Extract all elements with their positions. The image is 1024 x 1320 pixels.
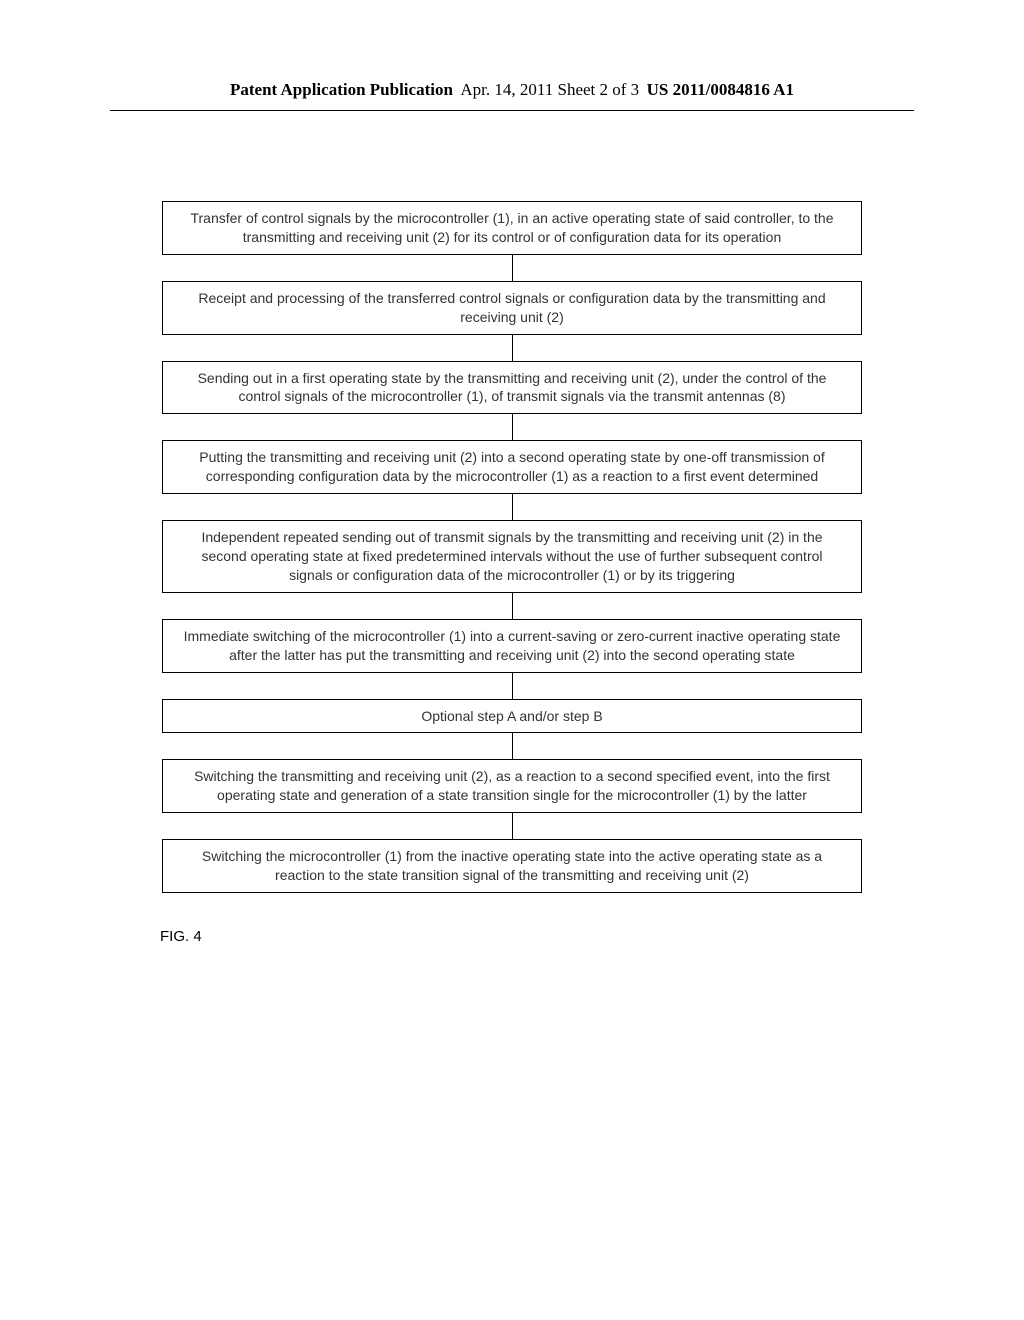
- header-patent-number: US 2011/0084816 A1: [647, 80, 794, 100]
- flowchart-connector: [512, 414, 513, 440]
- flowchart-step-5: Independent repeated sending out of tran…: [162, 520, 862, 593]
- figure-label: FIG. 4: [160, 928, 1024, 945]
- flowchart-connector: [512, 733, 513, 759]
- page-header: Patent Application Publication Apr. 14, …: [110, 0, 914, 111]
- header-publication-label: Patent Application Publication: [230, 80, 453, 100]
- flowchart-connector: [512, 593, 513, 619]
- flowchart-step-6: Immediate switching of the microcontroll…: [162, 619, 862, 673]
- flowchart-connector: [512, 813, 513, 839]
- flowchart-connector: [512, 673, 513, 699]
- flowchart-step-7: Optional step A and/or step B: [162, 699, 862, 734]
- flowchart-connector: [512, 255, 513, 281]
- flowchart-step-4: Putting the transmitting and receiving u…: [162, 440, 862, 494]
- flowchart-step-9: Switching the microcontroller (1) from t…: [162, 839, 862, 893]
- flowchart-connector: [512, 335, 513, 361]
- flowchart-container: Transfer of control signals by the micro…: [162, 201, 862, 893]
- flowchart-step-8: Switching the transmitting and receiving…: [162, 759, 862, 813]
- flowchart-connector: [512, 494, 513, 520]
- header-date-sheet: Apr. 14, 2011 Sheet 2 of 3: [460, 80, 639, 100]
- flowchart-step-3: Sending out in a first operating state b…: [162, 361, 862, 415]
- flowchart-step-2: Receipt and processing of the transferre…: [162, 281, 862, 335]
- flowchart-step-1: Transfer of control signals by the micro…: [162, 201, 862, 255]
